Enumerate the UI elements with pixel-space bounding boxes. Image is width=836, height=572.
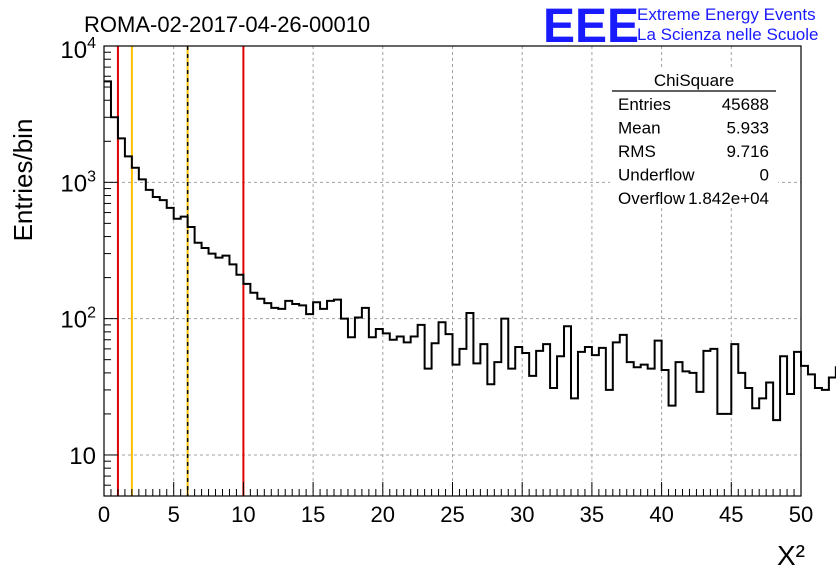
x-tick-label: 15 bbox=[301, 502, 325, 527]
x-tick-label: 50 bbox=[789, 502, 813, 527]
x-axis-label: X² bbox=[777, 540, 805, 571]
stats-box-title: ChiSquare bbox=[654, 71, 734, 90]
y-tick-exponent: 2 bbox=[87, 305, 96, 322]
stats-row-label: Mean bbox=[618, 119, 661, 138]
histogram-outline bbox=[104, 80, 836, 422]
y-tick-exponent: 4 bbox=[87, 35, 96, 52]
eee-logo: EEE Extreme Energy Events La Scienza nel… bbox=[543, 0, 818, 53]
logo-line-2: La Scienza nelle Scuole bbox=[637, 25, 818, 44]
x-tick-label: 35 bbox=[580, 502, 604, 527]
stats-row-label: Underflow bbox=[618, 166, 695, 185]
marker-lines bbox=[116, 46, 245, 496]
x-tick-label: 20 bbox=[371, 502, 395, 527]
stats-row-label: RMS bbox=[618, 142, 656, 161]
stats-box: ChiSquare Entries 45688 Mean 5.933 RMS 9.716 U… bbox=[610, 70, 778, 208]
stats-row-value: 5.933 bbox=[726, 119, 769, 138]
axis-ticks bbox=[103, 45, 802, 497]
x-tick-label: 10 bbox=[231, 502, 255, 527]
x-tick-label: 40 bbox=[649, 502, 673, 527]
stats-box-rows: Entries 45688 Mean 5.933 RMS 9.716 Underflow 0 O… bbox=[618, 95, 769, 208]
y-tick-label: 104 bbox=[60, 35, 96, 64]
stats-row-value: 45688 bbox=[722, 95, 769, 114]
y-tick-label: 103 bbox=[60, 168, 96, 197]
stats-row-value: 9.716 bbox=[726, 142, 769, 161]
x-tick-label: 30 bbox=[510, 502, 534, 527]
stats-row-label: Overflow bbox=[618, 189, 686, 208]
x-tick-label: 0 bbox=[98, 502, 110, 527]
y-tick-label: 102 bbox=[60, 305, 96, 334]
y-tick-labels: 10 102 103 104 bbox=[60, 35, 96, 470]
y-axis-label: Entries/bin bbox=[8, 119, 38, 242]
stats-box-background bbox=[610, 70, 778, 206]
x-tick-labels: 0 5 10 15 20 25 30 35 40 45 50 bbox=[98, 502, 813, 527]
x-tick-label: 45 bbox=[719, 502, 743, 527]
chart-title: ROMA-02-2017-04-26-00010 bbox=[84, 12, 370, 37]
stats-row-label: Entries bbox=[618, 95, 671, 114]
y-tick-label: 10 bbox=[69, 443, 96, 470]
stats-row-value: 0 bbox=[760, 166, 769, 185]
x-tick-label: 25 bbox=[440, 502, 464, 527]
x-tick-label: 5 bbox=[168, 502, 180, 527]
eee-logo-mark: EEE bbox=[543, 0, 639, 53]
logo-line-1: Extreme Energy Events bbox=[637, 5, 816, 24]
y-tick-exponent: 3 bbox=[87, 168, 96, 185]
stats-row-value: 1.842e+04 bbox=[688, 189, 769, 208]
